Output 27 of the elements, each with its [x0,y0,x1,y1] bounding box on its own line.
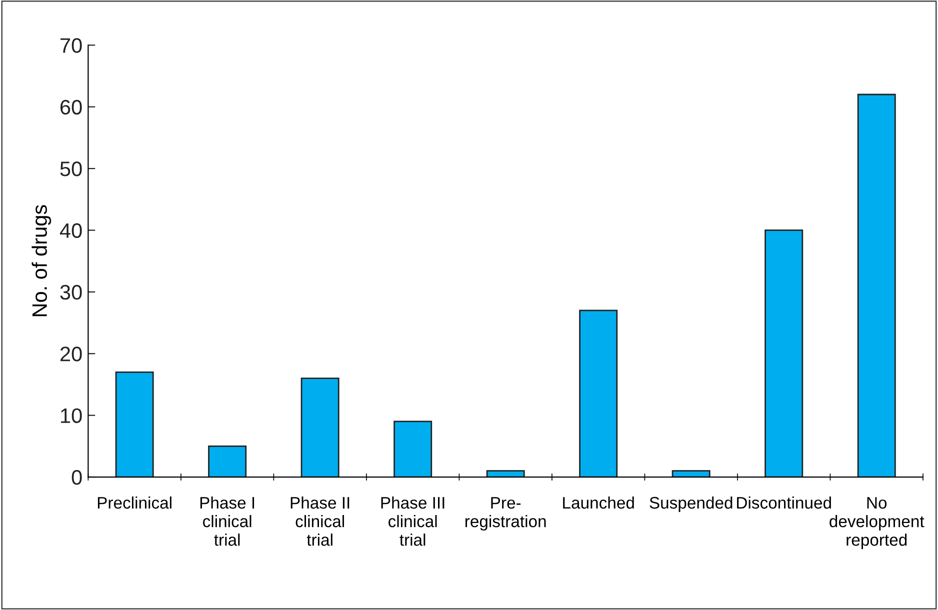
bar [672,470,710,478]
bar [115,371,154,478]
y-tick-label: 40 [60,223,82,238]
x-tick-label: Phase I clinical trial [200,496,254,546]
x-tick-label: Discontinued [737,496,831,509]
x-tick-label: Suspended [650,496,732,512]
y-axis-title: No. of drugs [32,205,52,316]
bar [857,94,896,478]
y-tick-label: 0 [72,470,82,485]
y-tick-label: 50 [60,162,82,176]
x-tick-label: Preclinical [98,496,172,509]
bar [300,378,340,478]
bar [208,445,247,478]
x-tick-label: Launched [563,496,634,509]
x-tick-label: Phase II clinical trial [290,496,350,546]
bar [764,230,804,478]
y-tick-label: 30 [60,284,82,300]
x-tick-label: Pre- registration [465,497,546,531]
y-tick-label: 70 [60,38,82,53]
y-tick-label: 60 [60,100,82,115]
bar [486,470,525,478]
y-tick-label: 20 [60,346,82,362]
bar [579,310,618,478]
bar [394,420,432,478]
x-tick-label: No development reported [830,497,924,550]
x-tick-label: Phase III clinical trial [381,496,444,546]
y-tick-label: 10 [61,408,82,424]
